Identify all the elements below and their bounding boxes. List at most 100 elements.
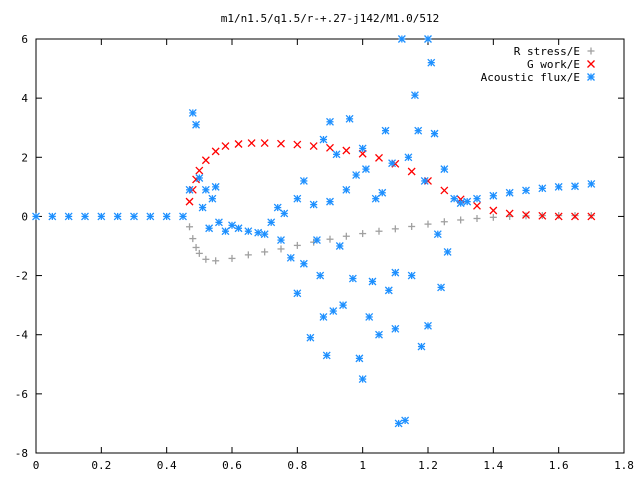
- point-acoustic-flux-e: [316, 271, 325, 280]
- point-r-stress-e: [192, 243, 200, 251]
- point-acoustic-flux-e: [388, 159, 397, 168]
- point-acoustic-flux-e: [391, 268, 400, 277]
- point-acoustic-flux-e: [286, 253, 295, 262]
- point-g-work-e: [185, 197, 194, 206]
- point-acoustic-flux-e: [205, 224, 214, 233]
- point-r-stress-e: [473, 214, 481, 222]
- point-g-work-e: [473, 201, 481, 210]
- point-g-work-e: [234, 140, 243, 148]
- point-acoustic-flux-e: [522, 186, 530, 195]
- y-tick-label: -6: [15, 388, 28, 401]
- series-2: [32, 35, 596, 428]
- x-tick-label: 0.4: [157, 459, 177, 472]
- y-tick-label: 6: [21, 33, 28, 46]
- legend-label: G work/E: [527, 58, 580, 71]
- point-r-stress-e: [424, 220, 432, 228]
- x-tick-label: 1.4: [483, 459, 503, 472]
- point-acoustic-flux-e: [358, 375, 367, 384]
- point-acoustic-flux-e: [352, 171, 361, 179]
- y-tick-label: -2: [15, 270, 28, 283]
- point-acoustic-flux-e: [254, 228, 263, 237]
- point-acoustic-flux-e: [64, 212, 73, 221]
- x-tick-label: 0: [33, 459, 40, 472]
- point-g-work-e: [489, 206, 498, 215]
- point-g-work-e: [221, 142, 230, 151]
- point-g-work-e: [440, 186, 449, 195]
- point-acoustic-flux-e: [375, 330, 383, 339]
- point-g-work-e: [247, 139, 256, 148]
- point-acoustic-flux-e: [417, 342, 426, 351]
- point-acoustic-flux-e: [130, 212, 138, 221]
- plot-frame: [35, 38, 625, 454]
- point-acoustic-flux-e: [293, 194, 302, 203]
- point-acoustic-flux-e: [335, 242, 344, 250]
- point-acoustic-flux-e: [32, 212, 40, 221]
- point-g-work-e: [554, 212, 563, 221]
- point-acoustic-flux-e: [299, 259, 308, 268]
- x-tick-label: 0.8: [287, 459, 307, 472]
- point-acoustic-flux-e: [228, 221, 236, 230]
- point-acoustic-flux-e: [267, 218, 276, 227]
- point-acoustic-flux-e: [81, 212, 89, 221]
- point-acoustic-flux-e: [414, 126, 423, 135]
- point-acoustic-flux-e: [371, 194, 380, 203]
- point-acoustic-flux-e: [329, 307, 338, 316]
- point-acoustic-flux-e: [538, 184, 547, 193]
- point-acoustic-flux-e: [427, 58, 436, 67]
- point-r-stress-e: [293, 241, 301, 249]
- point-r-stress-e: [408, 222, 416, 230]
- point-r-stress-e: [202, 255, 210, 263]
- point-g-work-e: [195, 166, 204, 175]
- point-r-stress-e: [375, 227, 383, 235]
- point-acoustic-flux-e: [361, 165, 370, 174]
- point-acoustic-flux-e: [319, 313, 328, 321]
- point-r-stress-e: [261, 248, 269, 256]
- x-tick-label: 1.6: [549, 459, 569, 472]
- point-r-stress-e: [244, 251, 252, 259]
- point-acoustic-flux-e: [397, 35, 406, 43]
- point-acoustic-flux-e: [430, 129, 439, 138]
- point-acoustic-flux-e: [473, 194, 481, 203]
- y-tick-label: -4: [15, 329, 29, 342]
- point-acoustic-flux-e: [378, 188, 387, 197]
- point-acoustic-flux-e: [277, 236, 285, 245]
- legend-marker: [587, 60, 595, 68]
- point-r-stress-e: [212, 257, 220, 265]
- point-acoustic-flux-e: [244, 227, 253, 236]
- x-tick-label: 1.2: [418, 459, 438, 472]
- point-acoustic-flux-e: [339, 301, 348, 310]
- point-acoustic-flux-e: [401, 416, 410, 425]
- point-acoustic-flux-e: [319, 135, 328, 144]
- point-r-stress-e: [342, 232, 350, 240]
- point-r-stress-e: [440, 218, 448, 226]
- point-acoustic-flux-e: [424, 35, 432, 43]
- point-acoustic-flux-e: [554, 182, 563, 191]
- point-acoustic-flux-e: [146, 212, 155, 221]
- point-acoustic-flux-e: [97, 212, 106, 221]
- point-g-work-e: [293, 140, 302, 149]
- point-acoustic-flux-e: [437, 283, 446, 292]
- point-acoustic-flux-e: [420, 176, 429, 185]
- point-acoustic-flux-e: [208, 194, 217, 203]
- point-g-work-e: [522, 210, 530, 219]
- point-acoustic-flux-e: [280, 209, 289, 218]
- point-acoustic-flux-e: [273, 203, 282, 212]
- point-acoustic-flux-e: [260, 230, 269, 239]
- point-acoustic-flux-e: [348, 274, 357, 283]
- point-g-work-e: [309, 142, 318, 151]
- point-acoustic-flux-e: [179, 212, 187, 221]
- point-acoustic-flux-e: [358, 144, 367, 153]
- point-acoustic-flux-e: [450, 194, 459, 203]
- y-tick-label: -8: [15, 447, 28, 460]
- point-acoustic-flux-e: [312, 236, 321, 245]
- point-g-work-e: [505, 209, 514, 218]
- legend-label: R stress/E: [514, 45, 580, 58]
- point-acoustic-flux-e: [326, 197, 334, 206]
- point-r-stress-e: [359, 230, 367, 238]
- point-acoustic-flux-e: [410, 91, 419, 100]
- point-g-work-e: [587, 212, 596, 221]
- point-acoustic-flux-e: [293, 289, 302, 298]
- legend-label: Acoustic flux/E: [481, 71, 580, 84]
